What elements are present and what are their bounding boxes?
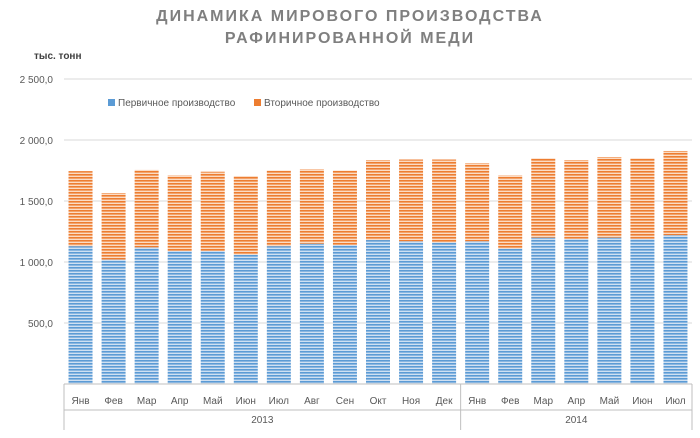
- bar-secondary: [630, 158, 655, 239]
- x-tick-label: Июн: [236, 396, 256, 407]
- bar-primary: [663, 235, 688, 384]
- bar-primary: [299, 243, 324, 384]
- bar-secondary: [366, 160, 390, 241]
- bars: [68, 150, 688, 384]
- bar-secondary: [432, 159, 457, 243]
- legend: Первичное производство Вторичное производ…: [108, 98, 380, 109]
- x-tick-label: Мар: [533, 396, 553, 407]
- bar-primary: [498, 248, 523, 384]
- x-tick-label: Июл: [269, 396, 289, 407]
- x-tick-label: Апр: [567, 396, 585, 407]
- bar-primary: [233, 254, 258, 384]
- bar-primary: [432, 242, 457, 384]
- bar-primary: [564, 238, 589, 384]
- x-group-label: 2013: [251, 415, 274, 426]
- bar-secondary: [200, 171, 225, 252]
- bar-secondary: [399, 159, 424, 242]
- x-tick-label: Сен: [336, 396, 354, 407]
- bar-secondary: [531, 158, 556, 238]
- legend-swatch: [254, 99, 261, 106]
- x-tick-label: Янв: [71, 396, 89, 407]
- x-tick-label: Май: [600, 396, 620, 407]
- y-tick-label: 2 500,0: [20, 75, 54, 86]
- legend-label: Первичное производство: [118, 98, 236, 109]
- bar-primary: [167, 251, 192, 384]
- y-tick-label: 1 500,0: [20, 197, 54, 208]
- bar-primary: [531, 237, 556, 384]
- x-tick-label: Авг: [304, 396, 320, 407]
- y-tick-labels: 2 500,0 2 000,0 1 500,0 1 000,0 500,0: [20, 75, 54, 330]
- y-tick-label: 2 000,0: [20, 136, 54, 147]
- x-tick-label: Фев: [501, 396, 519, 407]
- bar-primary: [399, 241, 424, 384]
- bar-primary: [465, 241, 490, 384]
- x-tick-label: Июл: [665, 396, 685, 407]
- x-tick-label: Мар: [137, 396, 157, 407]
- bar-secondary: [564, 160, 589, 239]
- bar-secondary: [597, 157, 622, 238]
- legend-swatch: [108, 99, 115, 106]
- bar-secondary: [299, 169, 324, 244]
- legend-label: Вторичное производство: [264, 98, 380, 109]
- x-tick-label: Май: [203, 396, 223, 407]
- bar-secondary: [266, 170, 291, 247]
- bar-primary: [597, 237, 622, 384]
- bar-secondary: [663, 150, 688, 236]
- bar-primary: [332, 244, 357, 384]
- bar-primary: [630, 238, 655, 384]
- chart-title-line-1: ДИНАМИКА МИРОВОГО ПРОИЗВОДСТВА: [156, 8, 544, 25]
- y-tick-label: 1 000,0: [20, 258, 54, 269]
- bar-secondary: [465, 163, 490, 242]
- bar-primary: [266, 246, 291, 384]
- x-axis: Янв Фев Мар Апр Май Июн Июл Авг Сен Окт Ноя Дек Янв Ф…: [63, 383, 693, 430]
- x-tick-label: Окт: [370, 396, 387, 407]
- x-tick-label: Июн: [632, 396, 652, 407]
- bar-secondary: [101, 193, 126, 260]
- bar-primary: [200, 251, 225, 384]
- unit-label: тыс. тонн: [34, 51, 82, 62]
- bar-secondary: [498, 175, 523, 249]
- bar-secondary: [332, 170, 357, 245]
- x-tick-label: Дек: [436, 396, 453, 407]
- chart-title: ДИНАМИКА МИРОВОГО ПРОИЗВОДСТВА РАФИНИРОВ…: [0, 6, 700, 50]
- chart-title-line-2: РАФИНИРОВАННОЙ МЕДИ: [224, 30, 476, 47]
- y-tick-label: 500,0: [28, 319, 53, 330]
- x-tick-label: Фев: [104, 396, 122, 407]
- bar-primary: [101, 259, 126, 384]
- bar-primary: [68, 246, 93, 384]
- bar-secondary: [134, 169, 159, 248]
- bar-secondary: [233, 175, 258, 255]
- x-tick-label: Апр: [171, 396, 189, 407]
- x-tick-label: Ноя: [402, 396, 420, 407]
- x-tick-label: Янв: [468, 396, 486, 407]
- bar-secondary: [68, 171, 93, 247]
- bar-secondary: [167, 175, 192, 252]
- bar-primary: [366, 240, 390, 384]
- bar-primary: [134, 247, 159, 384]
- x-group-label: 2014: [565, 415, 588, 426]
